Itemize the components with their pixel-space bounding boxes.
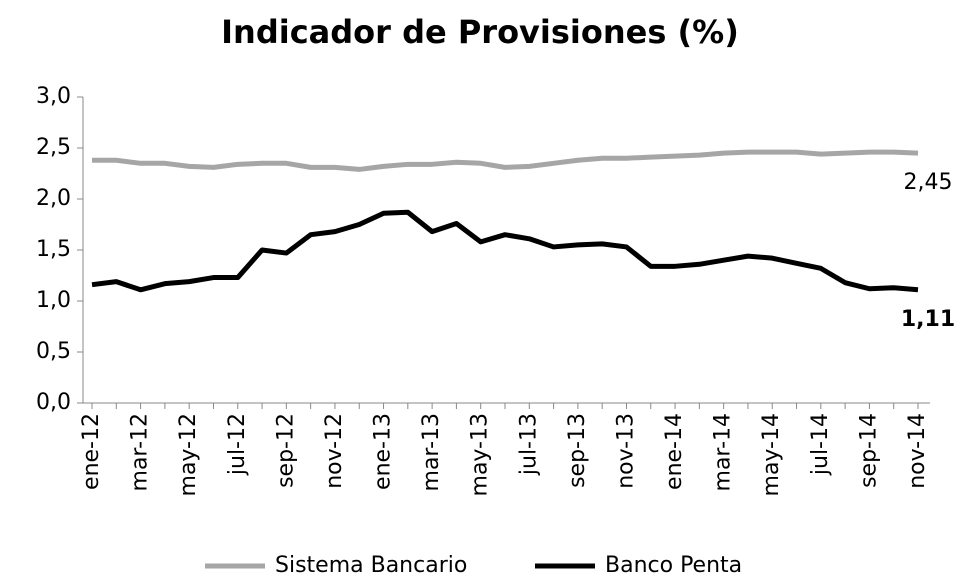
y-tick-label: 2,5 [36, 135, 71, 160]
y-tick-label: 2,0 [36, 186, 71, 211]
x-tick-label: sep-12 [273, 413, 298, 488]
legend-label: Banco Penta [605, 553, 742, 578]
x-tick-label: jul-13 [516, 413, 541, 476]
x-tick-label: jul-12 [225, 413, 250, 476]
x-tick-label: nov-12 [322, 413, 347, 489]
x-tick-label: mar-14 [711, 413, 736, 491]
x-tick-label: mar-13 [419, 413, 444, 491]
line-series [91, 209, 919, 293]
x-tick-label: nov-14 [905, 413, 930, 489]
x-tick-label: may-14 [759, 413, 784, 496]
line-series [92, 149, 919, 172]
y-tick-label: 0,5 [36, 339, 71, 364]
x-tick-label: nov-13 [613, 413, 638, 489]
x-tick-label: ene-12 [79, 413, 104, 490]
x-tick-label: ene-14 [662, 413, 687, 490]
x-tick-label: ene-13 [371, 413, 396, 490]
x-tick-label: may-13 [468, 413, 493, 496]
x-tick-label: sep-13 [565, 413, 590, 488]
y-tick-label: 1,5 [36, 237, 71, 262]
x-tick-label: jul-14 [808, 413, 833, 476]
legend-label: Sistema Bancario [275, 553, 467, 578]
x-tick-label: mar-12 [128, 413, 153, 491]
data-label: 2,45 [904, 170, 953, 195]
y-tick-label: 0,0 [36, 390, 71, 415]
y-tick-label: 1,0 [36, 288, 71, 313]
chart-title: Indicador de Provisiones (%) [221, 13, 739, 51]
x-tick-label: sep-14 [856, 413, 881, 488]
x-tick-label: may-12 [176, 413, 201, 496]
y-tick-label: 3,0 [36, 84, 71, 109]
data-label: 1,11 [901, 307, 955, 332]
